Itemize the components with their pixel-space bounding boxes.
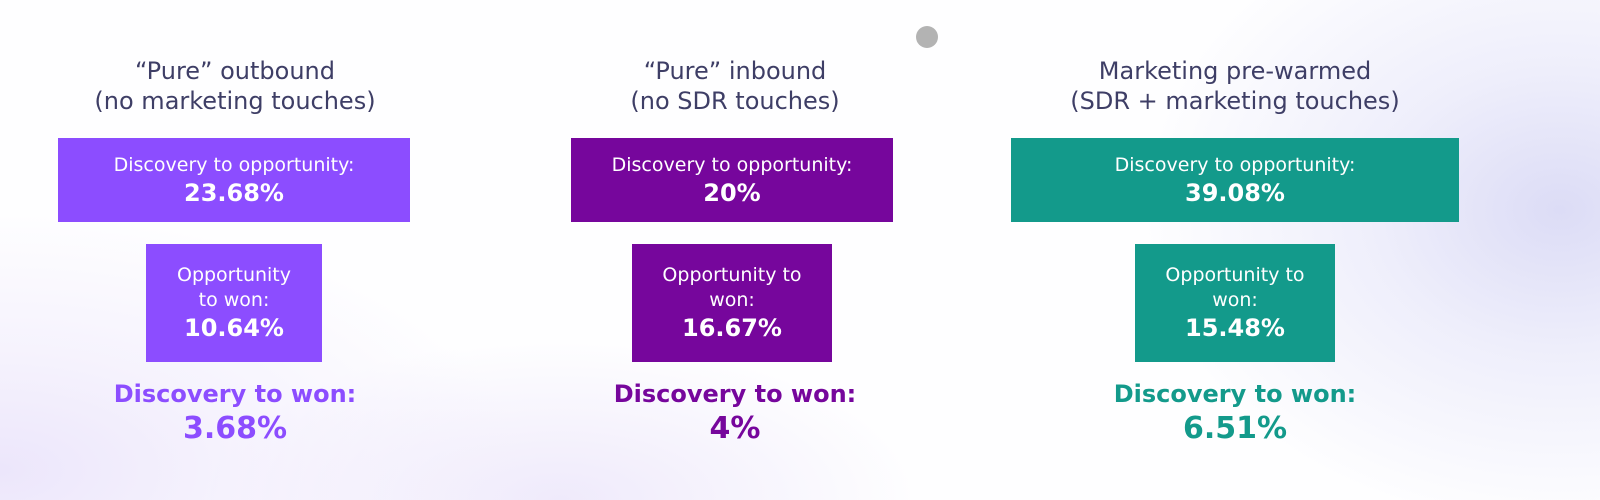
discovery-to-won-summary: Discovery to won: 4%: [500, 378, 970, 448]
column-title-line2: (no SDR touches): [630, 87, 840, 115]
column-title: “Pure” outbound (no marketing touches): [0, 56, 470, 116]
discovery-to-opportunity-label: Discovery to opportunity:: [1114, 153, 1356, 176]
discovery-to-opportunity-value: 20%: [703, 178, 761, 207]
column-title-line1: “Pure” inbound: [643, 57, 827, 85]
column-title-line2: (SDR + marketing touches): [1070, 87, 1400, 115]
discovery-to-opportunity-value: 23.68%: [184, 178, 284, 207]
discovery-to-won-label: Discovery to won:: [613, 380, 857, 408]
opportunity-to-won-label-line1: Opportunity to: [662, 264, 802, 286]
opportunity-to-won-value: 10.64%: [184, 314, 284, 342]
discovery-to-won-value: 3.68%: [182, 411, 288, 446]
opportunity-to-won-box: Opportunity to won: 16.67%: [632, 244, 832, 362]
opportunity-to-won-label-line2: won:: [1212, 289, 1258, 311]
discovery-to-opportunity-box: Discovery to opportunity: 23.68%: [58, 138, 410, 222]
column-title-line2: (no marketing touches): [94, 87, 376, 115]
discovery-to-opportunity-box: Discovery to opportunity: 20%: [571, 138, 893, 222]
column-title-line1: “Pure” outbound: [134, 57, 335, 85]
column-marketing-pre-warmed: Marketing pre-warmed (SDR + marketing to…: [1000, 0, 1470, 500]
discovery-to-won-summary: Discovery to won: 6.51%: [1000, 378, 1470, 448]
discovery-to-won-label: Discovery to won:: [1113, 380, 1357, 408]
discovery-to-won-summary: Discovery to won: 3.68%: [0, 378, 470, 448]
opportunity-to-won-label-line1: Opportunity: [176, 264, 292, 286]
opportunity-to-won-label-line2: won:: [709, 289, 755, 311]
column-pure-outbound: “Pure” outbound (no marketing touches) D…: [0, 0, 470, 500]
discovery-to-opportunity-value: 39.08%: [1185, 178, 1285, 207]
discovery-to-opportunity-label: Discovery to opportunity:: [113, 153, 355, 176]
column-title: “Pure” inbound (no SDR touches): [500, 56, 970, 116]
column-title: Marketing pre-warmed (SDR + marketing to…: [1000, 56, 1470, 116]
column-pure-inbound: “Pure” inbound (no SDR touches) Discover…: [500, 0, 970, 500]
opportunity-to-won-label-line2: to won:: [198, 289, 270, 311]
opportunity-to-won-box: Opportunity to won: 10.64%: [146, 244, 322, 362]
discovery-to-opportunity-label: Discovery to opportunity:: [611, 153, 853, 176]
discovery-to-won-value: 6.51%: [1182, 411, 1288, 446]
column-title-line1: Marketing pre-warmed: [1098, 57, 1372, 85]
opportunity-to-won-value: 16.67%: [682, 314, 782, 342]
discovery-to-won-value: 4%: [709, 411, 761, 446]
status-dot: [916, 26, 938, 48]
opportunity-to-won-label-line1: Opportunity to: [1165, 264, 1305, 286]
discovery-to-won-label: Discovery to won:: [113, 380, 357, 408]
discovery-to-opportunity-box: Discovery to opportunity: 39.08%: [1011, 138, 1459, 222]
opportunity-to-won-value: 15.48%: [1185, 314, 1285, 342]
opportunity-to-won-box: Opportunity to won: 15.48%: [1135, 244, 1335, 362]
